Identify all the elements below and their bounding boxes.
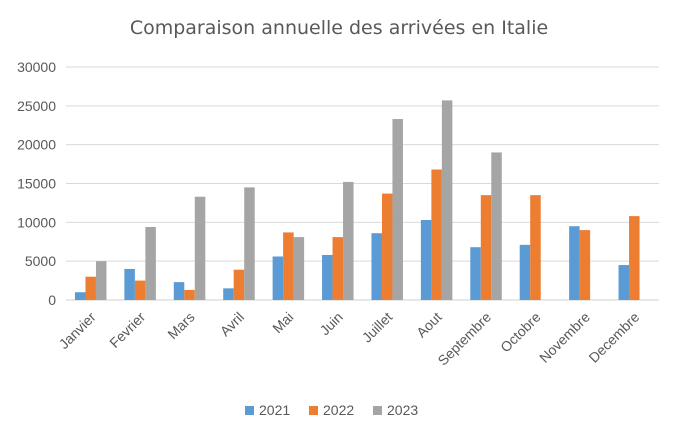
bar-2021-octobre: [519, 244, 531, 300]
bar-2023-fevrier: [145, 226, 156, 300]
bar-2021-fevrier: [124, 268, 135, 300]
bar-2022-fevrier: [134, 280, 146, 300]
bar-2021-decembre: [618, 265, 630, 300]
x-tick-label: Janvier: [56, 309, 99, 352]
y-tick-label: 10000: [17, 214, 56, 230]
bar-2021-mars: [173, 282, 185, 300]
bar-2022-juin: [332, 237, 344, 300]
bars: [74, 100, 640, 300]
bar-2021-avril: [223, 288, 234, 300]
bar-2023-juin: [343, 181, 354, 300]
bar-2022-septembre: [480, 195, 492, 300]
legend: 2021 2022 2023: [245, 402, 418, 418]
y-tick-label: 20000: [17, 137, 56, 153]
legend-swatch-2021: [245, 406, 254, 415]
bar-2022-avril: [233, 269, 245, 300]
x-tick-label: Mars: [164, 309, 197, 342]
x-axis-tick-labels: Janvier Fevrier Mars Avril Mai Juin Juillet Aou…: [56, 309, 643, 369]
x-tick-label: Juillet: [359, 309, 396, 346]
bar-2022-mars: [184, 289, 195, 300]
bar-2022-janvier: [85, 276, 96, 300]
bar-2021-mai: [272, 256, 284, 300]
x-tick-label: Aout: [413, 309, 445, 341]
x-tick-label: Avril: [217, 309, 247, 339]
bar-2021-juin: [322, 254, 333, 300]
legend-swatch-2023: [373, 406, 382, 415]
legend-swatch-2022: [309, 406, 318, 415]
y-tick-label: 0: [48, 292, 56, 308]
bar-2021-juillet: [371, 233, 382, 300]
bar-2023-janvier: [95, 261, 107, 300]
bar-2022-novembre: [579, 230, 591, 300]
chart-title: Comparaison annuelle des arrivées en Ita…: [130, 17, 548, 39]
x-tick-label: Decembre: [585, 309, 642, 366]
y-tick-label: 25000: [17, 98, 56, 114]
x-tick-label: Septembre: [434, 309, 494, 369]
y-axis-tick-labels: 0 5000 10000 15000 20000 25000 30000: [17, 59, 56, 308]
bar-2023-juillet: [392, 119, 403, 300]
x-tick-label: Novembre: [536, 309, 593, 366]
gridlines: [66, 66, 659, 301]
bar-2022-aout: [431, 169, 442, 300]
y-tick-label: 15000: [17, 176, 56, 192]
bar-2022-juillet: [381, 193, 393, 300]
bar-2023-septembre: [491, 152, 502, 300]
legend-label-2022: 2022: [323, 402, 354, 418]
y-tick-label: 30000: [17, 59, 56, 75]
y-tick-label: 5000: [25, 253, 56, 269]
bar-2021-aout: [420, 220, 432, 300]
x-tick-label: Octobre: [497, 309, 544, 356]
bar-2022-octobre: [530, 195, 541, 300]
bar-2023-mai: [293, 237, 305, 300]
bar-2023-mars: [194, 196, 206, 300]
bar-2021-septembre: [470, 247, 481, 300]
bar-2023-aout: [441, 100, 453, 300]
bar-2023-avril: [244, 187, 255, 300]
legend-label-2021: 2021: [259, 402, 290, 418]
bar-2022-decembre: [629, 216, 640, 300]
x-tick-label: Juin: [316, 309, 345, 338]
bar-2022-mai: [283, 232, 294, 300]
x-tick-label: Mai: [269, 309, 296, 336]
legend-label-2023: 2023: [387, 402, 418, 418]
x-tick-label: Fevrier: [106, 309, 148, 351]
bar-2021-janvier: [74, 292, 86, 300]
bar-2021-novembre: [569, 226, 580, 300]
